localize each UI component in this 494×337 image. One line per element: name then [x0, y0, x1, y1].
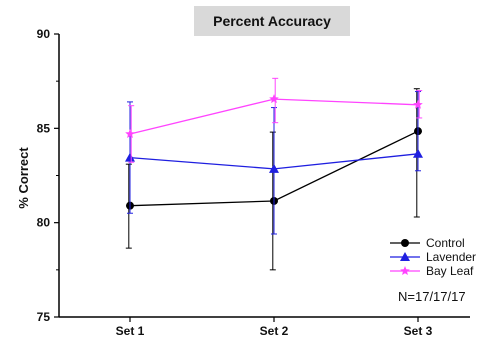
- y-axis-label: % Correct: [16, 147, 31, 209]
- legend-marker-control: [401, 239, 409, 247]
- legend-label-bay-leaf: Bay Leaf: [426, 264, 474, 278]
- bay-leaf-point: [269, 94, 279, 104]
- bay-leaf-point: [125, 129, 135, 138]
- lavender-point: [125, 152, 135, 162]
- legend-label-control: Control: [426, 236, 465, 250]
- legend-marker-lavender: [400, 252, 410, 261]
- y-tick-label: 75: [37, 310, 51, 324]
- x-tick-label: Set 2: [260, 324, 289, 337]
- lavender-point: [269, 163, 279, 173]
- lavender-point: [413, 148, 423, 158]
- bay-leaf-point: [413, 99, 423, 109]
- x-tick-label: Set 1: [116, 324, 145, 337]
- legend-marker-bay-leaf: [400, 266, 410, 275]
- chart-title: Percent Accuracy: [213, 13, 331, 29]
- legend-label-lavender: Lavender: [426, 250, 476, 264]
- y-tick-label: 85: [37, 121, 51, 135]
- chart-title-background: [194, 6, 350, 36]
- y-tick-label: 80: [37, 216, 51, 230]
- x-tick-label: Set 3: [404, 324, 433, 337]
- y-tick-label: 90: [37, 27, 51, 41]
- annotation-n: N=17/17/17: [398, 289, 466, 304]
